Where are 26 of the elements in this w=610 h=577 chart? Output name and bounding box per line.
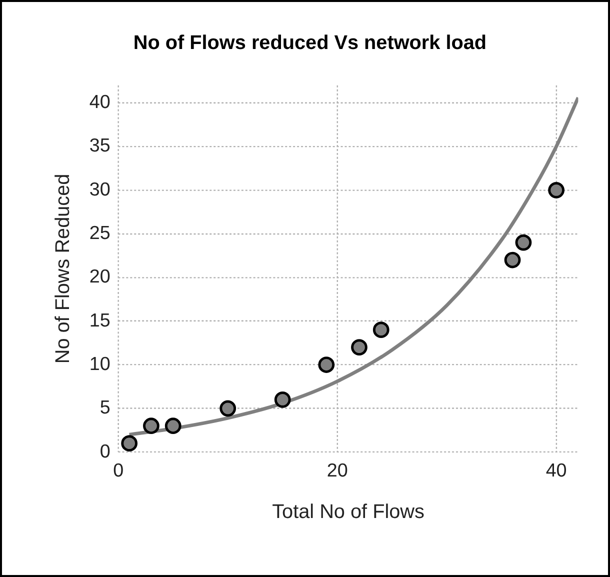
y-axis-title: No of Flows Reduced	[52, 174, 74, 364]
point	[274, 391, 291, 408]
chart-title: No of Flows reduced Vs network load	[133, 32, 487, 54]
point	[220, 400, 236, 417]
x-axis-title: Total No of Flows	[272, 500, 425, 523]
y-tick-label: 25	[89, 222, 110, 244]
point	[504, 252, 521, 268]
y-tick-label: 40	[89, 91, 110, 112]
x-tick-label: 40	[546, 460, 567, 481]
y-tick-label: 10	[89, 352, 110, 374]
y-tick-label: 5	[100, 396, 110, 418]
point	[121, 435, 138, 452]
x-tick-label: 0	[113, 460, 124, 481]
y-tick-label: 0	[100, 440, 110, 462]
y-tick-label: 30	[89, 178, 110, 200]
point	[515, 234, 532, 251]
y-tick-label: 15	[89, 309, 110, 330]
point	[351, 339, 368, 356]
x-tick-label: 20	[326, 460, 348, 481]
point	[318, 356, 335, 373]
point	[143, 418, 160, 434]
y-tick-label: 20	[89, 266, 110, 287]
point	[548, 182, 564, 198]
point	[372, 322, 390, 338]
y-tick-label: 35	[89, 134, 110, 156]
point	[164, 418, 182, 434]
